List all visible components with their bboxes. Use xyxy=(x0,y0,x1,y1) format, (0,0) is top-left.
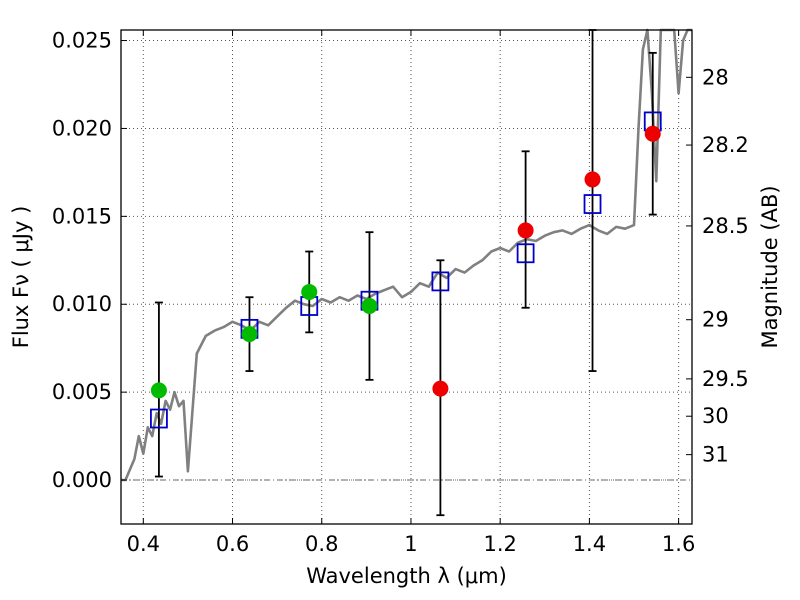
green-point xyxy=(361,298,378,315)
y-tick-label: 0.005 xyxy=(52,380,112,404)
square-markers xyxy=(150,111,662,429)
x-tick-label: 1 xyxy=(404,532,417,556)
error-bars xyxy=(154,29,657,517)
y-tick-label: 0.015 xyxy=(52,204,112,228)
square-marker xyxy=(583,194,602,214)
right-tick-label: 31 xyxy=(702,443,729,467)
x-axis-ticks: 0.4 0.6 0.8 1 1.2 1.4 1.6 xyxy=(127,30,695,556)
red-point xyxy=(432,380,449,397)
y-axis-title-left: Flux Fν ( μJy ) xyxy=(9,206,33,349)
x-tick-label: 0.8 xyxy=(305,532,338,556)
x-tick-label: 1.4 xyxy=(573,532,606,556)
model-spectrum-line xyxy=(121,28,692,482)
y-axis-title-right: Magnitude (AB) xyxy=(758,185,782,348)
right-tick-label: 29 xyxy=(702,308,729,332)
green-point xyxy=(301,283,318,300)
right-tick-label: 28.5 xyxy=(702,214,749,238)
right-tick-label: 28.2 xyxy=(702,133,749,157)
plot-frame xyxy=(120,29,693,525)
red-point xyxy=(517,222,534,239)
y-tick-label: 0.020 xyxy=(52,116,112,140)
square-marker xyxy=(431,271,450,292)
x-tick-label: 1.2 xyxy=(483,532,516,556)
y-axis-ticks: 0.000 0.005 0.010 0.015 0.020 0.025 xyxy=(52,29,127,492)
red-point xyxy=(644,125,661,142)
green-point xyxy=(241,326,258,343)
grid-lines xyxy=(121,30,692,524)
y-tick-label: 0.025 xyxy=(52,29,112,53)
square-marker xyxy=(150,408,168,429)
x-tick-label: 1.6 xyxy=(662,532,695,556)
x-tick-label: 0.4 xyxy=(127,532,160,556)
right-tick-label: 29.5 xyxy=(702,367,749,391)
x-tick-label: 0.6 xyxy=(216,532,249,556)
red-point xyxy=(584,171,601,188)
right-tick-label: 28 xyxy=(702,65,729,89)
right-tick-label: 30 xyxy=(702,404,729,428)
model-spectrum xyxy=(121,28,692,482)
x-axis-title: Wavelength λ (μm) xyxy=(306,564,507,588)
circle-markers xyxy=(150,125,661,399)
y-tick-label: 0.010 xyxy=(52,292,112,316)
right-axis-ticks: 28 28.2 28.5 29 29.5 30 31 xyxy=(686,65,749,467)
green-point xyxy=(150,382,167,399)
y-tick-label: 0.000 xyxy=(52,468,112,492)
square-marker xyxy=(516,243,535,264)
